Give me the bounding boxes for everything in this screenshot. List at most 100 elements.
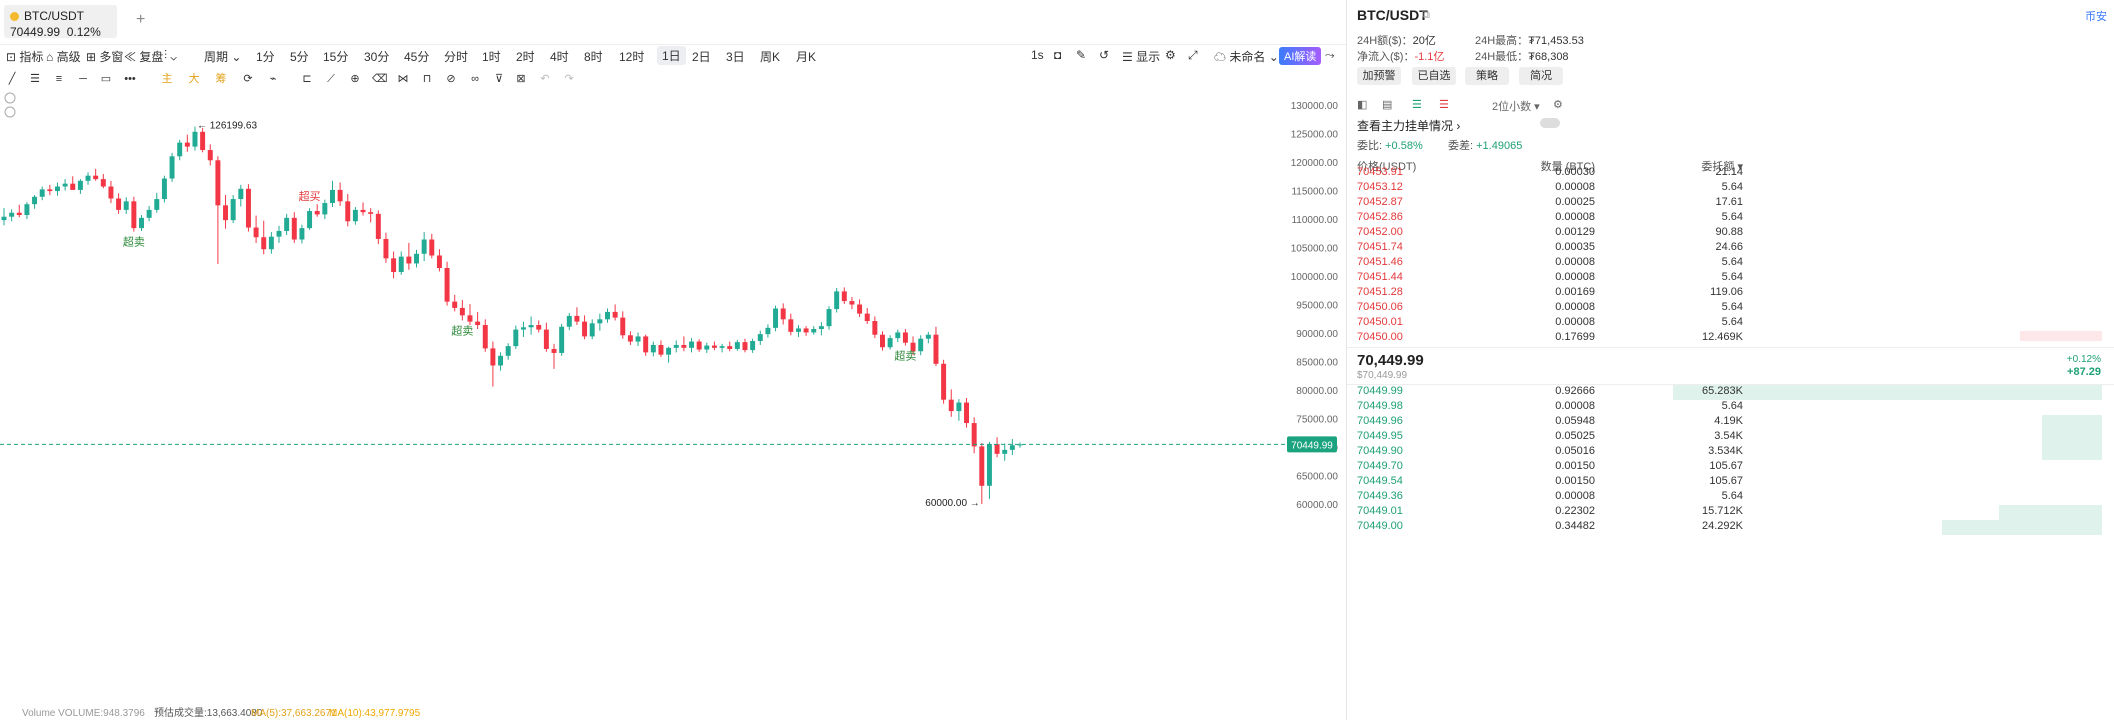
orderbook-row[interactable]: 70449.70 0.00150 105.67 [1357, 460, 2102, 475]
interval-0[interactable]: 1分 [256, 50, 275, 64]
replay-button[interactable]: ≪ 复盘 [124, 50, 164, 64]
advanced-button[interactable]: ⌂ 高级 [46, 50, 81, 64]
book-bids-icon[interactable]: ☰ [1412, 99, 1422, 111]
rect-tool-icon[interactable]: ▭ [100, 73, 112, 85]
brush-icon[interactable]: ⌁ [269, 73, 277, 85]
ai-interpret-button[interactable]: AI解读 [1279, 47, 1322, 65]
interval-7[interactable]: 2时 [516, 50, 535, 64]
indicators-button[interactable]: ⊡ 指标 [6, 50, 44, 64]
interval-1[interactable]: 5分 [290, 50, 309, 64]
channel-tool-icon[interactable]: ≡ [55, 73, 63, 85]
chip-toggle[interactable]: 筹 [215, 73, 227, 85]
interval-8[interactable]: 4时 [550, 50, 569, 64]
orderbook-row[interactable]: 70451.44 0.00008 5.64 [1357, 271, 2102, 286]
candle-body [490, 348, 496, 366]
row-price: 70451.46 [1357, 256, 1403, 268]
trash-icon[interactable]: ⊠ [516, 73, 526, 85]
edit-icon[interactable]: ⊘ [446, 73, 456, 85]
interval-3[interactable]: 30分 [364, 50, 390, 64]
orderbook-row[interactable]: 70453.12 0.00008 5.64 [1357, 181, 2102, 196]
book-both-icon[interactable]: ◧ [1357, 99, 1368, 111]
book-split-icon[interactable]: ▤ [1382, 99, 1393, 111]
pen-icon[interactable]: ✎ [1076, 48, 1087, 62]
interval-13[interactable]: 3日 [726, 50, 745, 64]
display-button[interactable]: ☰ 显示 [1122, 50, 1161, 64]
seconds-button[interactable]: 1s [1031, 48, 1044, 62]
sync-icon[interactable]: ⟳ [243, 73, 253, 85]
link-icon[interactable]: ∞ [471, 73, 479, 85]
symbol-tab[interactable]: BTC/USDT 70449.99 0.12% [4, 5, 117, 39]
ruler-icon[interactable]: ⟋ [327, 73, 335, 85]
zoom-icon[interactable]: ⊕ [350, 73, 360, 85]
panel-button-1[interactable]: 已自选 [1412, 67, 1456, 85]
book-asks-icon[interactable]: ☰ [1439, 99, 1449, 111]
chart-type-icon[interactable]: ⫶ ⌄ [164, 48, 177, 62]
interval-15[interactable]: 月K [796, 50, 817, 64]
copy-icon[interactable]: ⧉ [1422, 9, 1430, 21]
interval-12[interactable]: 2日 [692, 50, 711, 64]
interval-2[interactable]: 15分 [323, 50, 349, 64]
total-header[interactable]: 委托额 ▾ [1701, 161, 1743, 173]
panel-button-0[interactable]: 加预警 [1357, 67, 1401, 85]
hlines-tool-icon[interactable]: ☰ [30, 73, 40, 85]
interval-10[interactable]: 12时 [619, 50, 645, 64]
camera-icon[interactable]: ◘ [1054, 48, 1062, 62]
orderbook-row[interactable]: 70449.01 0.22302 15.712K [1357, 505, 2102, 520]
interval-4[interactable]: 45分 [404, 50, 430, 64]
undo-icon[interactable]: ↶ [540, 73, 550, 85]
filter-icon[interactable]: ⊽ [494, 73, 504, 85]
orderbook-row[interactable]: 70451.74 0.00035 24.66 [1357, 241, 2102, 256]
redo-icon[interactable]: ↷ [564, 73, 574, 85]
line-tool-icon[interactable]: ╱ [8, 73, 16, 85]
interval-14[interactable]: 周K [760, 50, 781, 64]
orderbook-row[interactable]: 70449.54 0.00150 105.67 [1357, 475, 2102, 490]
interval-9[interactable]: 8时 [584, 50, 603, 64]
candle-body [658, 344, 664, 355]
decimals-dropdown[interactable]: 2位小数 ▾ [1492, 101, 1540, 113]
layout-dropdown[interactable]: ☁ 未命名 ⌄ [1214, 50, 1279, 64]
interval-6[interactable]: 1时 [482, 50, 501, 64]
depth-link[interactable]: 查看主力挂单情况 › [1357, 119, 1461, 133]
candlestick-chart[interactable]: 130000.00 125000.00 120000.00 115000.00 1100… [0, 92, 1346, 720]
orderbook-row[interactable]: 70449.95 0.05025 3.54K [1357, 430, 2102, 445]
orderbook-row[interactable]: 70449.99 0.92666 65.283K [1357, 385, 2102, 400]
share-icon[interactable]: ⤳ [1325, 48, 1335, 62]
add-tab-button[interactable]: + [136, 11, 146, 28]
orderbook-row[interactable]: 70452.87 0.00025 17.61 [1357, 196, 2102, 211]
multi-window-button[interactable]: ⊞ 多窗 [86, 50, 124, 64]
exchange-link[interactable]: 币安 [2085, 11, 2107, 23]
depth-toggle[interactable] [1540, 118, 1560, 128]
candle-body [93, 175, 99, 180]
eraser-icon[interactable]: ⌫ [372, 73, 388, 85]
orderbook-row[interactable]: 70452.86 0.00008 5.64 [1357, 211, 2102, 226]
orderbook-row[interactable]: 70450.00 0.17699 12.469K [1357, 331, 2102, 341]
orderbook-row[interactable]: 70449.98 0.00008 5.64 [1357, 400, 2102, 415]
orderbook-row[interactable]: 70452.00 0.00129 90.88 [1357, 226, 2102, 241]
lock-icon[interactable]: ⊓ [422, 73, 432, 85]
main-toggle[interactable]: 主 [161, 73, 173, 85]
dots-tool-icon[interactable]: ••• [124, 73, 136, 85]
orderbook-row[interactable]: 70453.91 0.00030 21.14 [1357, 166, 2102, 181]
orderbook-row[interactable]: 70451.28 0.00169 119.06 [1357, 286, 2102, 301]
crop-icon[interactable]: ⊏ [302, 73, 312, 85]
orderbook-row[interactable]: 70450.06 0.00008 5.64 [1357, 301, 2102, 316]
magnet-icon[interactable]: ⋈ [397, 73, 409, 85]
orderbook-row[interactable]: 70451.46 0.00008 5.64 [1357, 256, 2102, 271]
undo-layout-icon[interactable]: ↺ [1099, 48, 1110, 62]
panel-button-3[interactable]: 简况 [1519, 67, 1563, 85]
big-toggle[interactable]: 大 [188, 73, 200, 85]
candle-body [276, 230, 282, 237]
orderbook-row[interactable]: 70449.96 0.05948 4.19K [1357, 415, 2102, 430]
hline-tool-icon[interactable]: ─ [79, 73, 87, 85]
orderbook-row[interactable]: 70449.36 0.00008 5.64 [1357, 490, 2102, 505]
period-dropdown[interactable]: 周期 ⌄ [204, 50, 242, 64]
interval-5[interactable]: 分时 [444, 50, 469, 64]
book-settings-icon[interactable]: ⚙ [1553, 99, 1563, 111]
fullscreen-icon[interactable]: ⤢ [1188, 48, 1198, 62]
orderbook-row[interactable]: 70449.90 0.05016 3.534K [1357, 445, 2102, 460]
settings-icon[interactable]: ⚙ [1165, 48, 1176, 62]
interval-11[interactable]: 1日 [657, 46, 686, 65]
orderbook-row[interactable]: 70449.00 0.34482 24.292K [1357, 520, 2102, 535]
orderbook-row[interactable]: 70450.01 0.00008 5.64 [1357, 316, 2102, 331]
panel-button-2[interactable]: 策略 [1465, 67, 1509, 85]
